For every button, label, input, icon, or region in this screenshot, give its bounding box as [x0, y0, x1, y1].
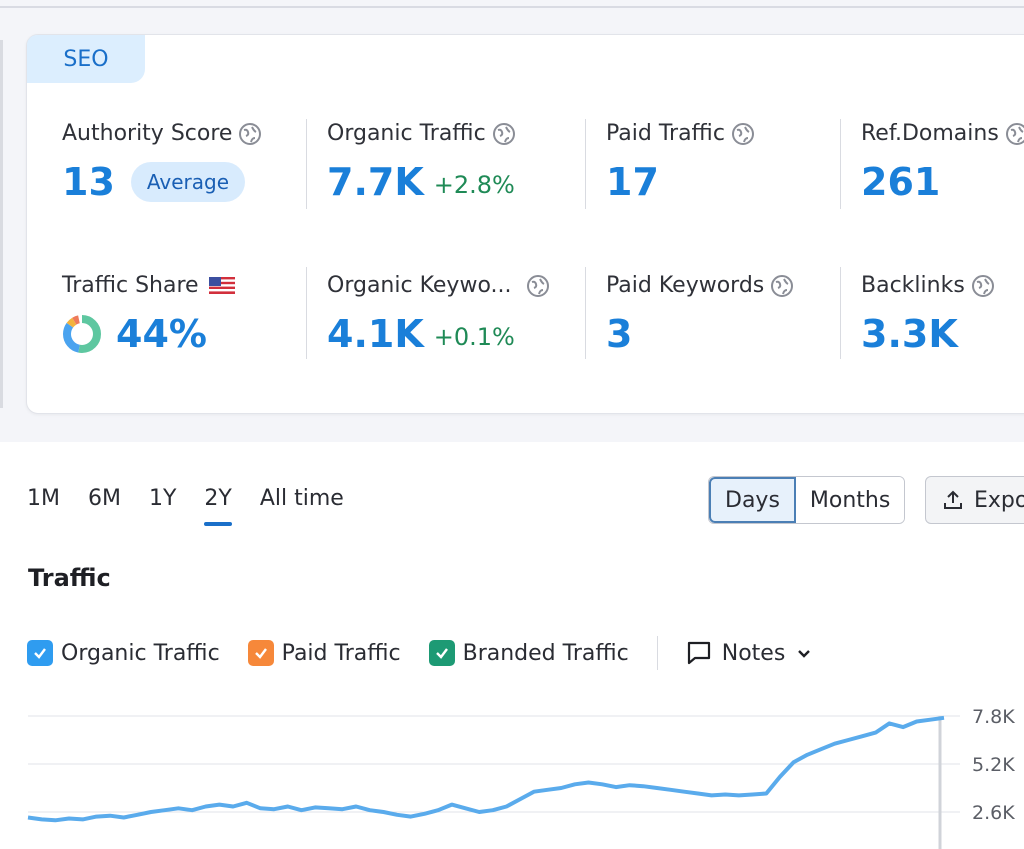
metric-backlinks: Backlinks 3.3K: [861, 273, 995, 356]
top-border: [0, 0, 1024, 8]
globe-icon: [1005, 122, 1024, 145]
export-icon: [944, 490, 962, 509]
metric-label: Authority Score: [62, 121, 233, 146]
period-6m[interactable]: 6M: [87, 486, 121, 511]
metric-label: Paid Keywords: [606, 273, 765, 298]
metric-paid-traffic: Paid Traffic 17: [606, 121, 755, 204]
y-tick-label: 2.6K: [972, 802, 1015, 824]
metric-value[interactable]: 44%: [116, 312, 207, 356]
metric-organic-keywords: Organic Keywo... 4.1K +0.1%: [327, 273, 550, 356]
metric-value[interactable]: 3: [606, 312, 633, 356]
traffic-share-donut-icon: [63, 315, 101, 353]
period-2y[interactable]: 2Y: [204, 486, 233, 526]
notes-label: Notes: [721, 640, 786, 666]
metric-label: Traffic Share: [62, 273, 199, 298]
metric-change: +0.1%: [433, 323, 515, 351]
divider: [306, 267, 307, 359]
traffic-title: Traffic: [28, 564, 111, 592]
months-button[interactable]: Months: [795, 477, 905, 523]
legend-label: Paid Traffic: [281, 640, 401, 666]
note-icon: [687, 641, 710, 665]
metric-value[interactable]: 17: [606, 160, 659, 204]
metric-authority-score: Authority Score 13 Average: [62, 121, 262, 204]
legend-label: Organic Traffic: [61, 640, 220, 666]
notes-dropdown[interactable]: Notes: [686, 640, 814, 666]
export-label: Expo: [974, 487, 1024, 513]
y-tick-label: 7.8K: [972, 706, 1015, 728]
period-1y[interactable]: 1Y: [148, 486, 177, 511]
legend-organic-traffic[interactable]: Organic Traffic: [27, 640, 220, 666]
export-button[interactable]: Expo: [925, 476, 1024, 524]
legend-branded-traffic[interactable]: Branded Traffic: [428, 640, 629, 666]
legend-paid-traffic[interactable]: Paid Traffic: [247, 640, 401, 666]
metric-ref-domains: Ref.Domains 261: [861, 121, 1024, 204]
metric-paid-keywords: Paid Keywords 3: [606, 273, 794, 356]
globe-icon: [731, 122, 754, 145]
checkbox-icon: [428, 640, 455, 666]
metric-value[interactable]: 13: [62, 160, 115, 204]
metric-traffic-share: Traffic Share 44%: [62, 273, 235, 356]
authority-badge: Average: [130, 162, 246, 202]
globe-icon: [239, 122, 262, 145]
metric-value[interactable]: 261: [861, 160, 941, 204]
metric-label: Ref.Domains: [861, 121, 999, 146]
divider: [840, 267, 841, 359]
divider: [840, 119, 841, 209]
traffic-panel: 1M 6M 1Y 2Y All time Days Months Expo Tr…: [0, 442, 1024, 849]
left-edge: [0, 40, 3, 408]
metric-label: Organic Traffic: [327, 121, 486, 146]
chart-legend: Organic Traffic Paid Traffic Branded Tra…: [27, 636, 813, 670]
view-toggle: Days Months: [708, 476, 906, 524]
us-flag-icon: [208, 277, 235, 294]
checkbox-icon: [247, 640, 274, 666]
metric-value[interactable]: 7.7K: [327, 160, 424, 204]
traffic-chart: 7.8K 5.2K 2.6K: [27, 706, 1015, 849]
globe-icon: [971, 274, 994, 297]
y-tick-label: 5.2K: [972, 754, 1015, 776]
legend-divider: [656, 636, 658, 670]
chevron-down-icon: [798, 650, 811, 658]
period-selector: 1M 6M 1Y 2Y All time: [27, 486, 372, 526]
globe-icon: [492, 122, 515, 145]
metric-organic-traffic: Organic Traffic 7.7K +2.8%: [327, 121, 516, 204]
metric-label: Backlinks: [861, 273, 965, 298]
checkbox-icon: [27, 640, 53, 666]
seo-card: SEO Authority Score 13 Average Organic Tr…: [26, 34, 1024, 414]
metric-label: Organic Keywo...: [327, 273, 512, 298]
metric-value[interactable]: 4.1K: [327, 312, 424, 356]
divider: [585, 119, 586, 209]
globe-icon: [771, 274, 794, 297]
metric-label: Paid Traffic: [606, 121, 725, 146]
days-button[interactable]: Days: [709, 477, 796, 523]
divider: [306, 119, 307, 209]
metric-change: +2.8%: [433, 171, 515, 199]
seo-tab[interactable]: SEO: [27, 35, 145, 83]
series-line-organic-traffic[interactable]: [27, 715, 945, 823]
period-1m[interactable]: 1M: [27, 486, 60, 511]
divider: [585, 267, 586, 359]
metric-value[interactable]: 3.3K: [861, 312, 958, 356]
globe-icon: [526, 274, 549, 297]
period-all-time[interactable]: All time: [259, 486, 344, 511]
legend-label: Branded Traffic: [462, 640, 629, 666]
